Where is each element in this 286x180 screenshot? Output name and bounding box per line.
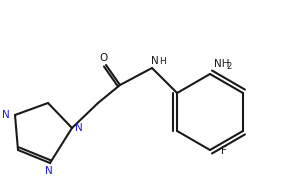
Text: H: H: [160, 57, 166, 66]
Text: N: N: [151, 56, 159, 66]
Text: F: F: [221, 146, 227, 156]
Text: NH: NH: [214, 59, 229, 69]
Text: O: O: [100, 53, 108, 63]
Text: 2: 2: [226, 62, 231, 71]
Text: N: N: [45, 166, 53, 176]
Text: N: N: [2, 110, 10, 120]
Text: N: N: [75, 123, 83, 133]
